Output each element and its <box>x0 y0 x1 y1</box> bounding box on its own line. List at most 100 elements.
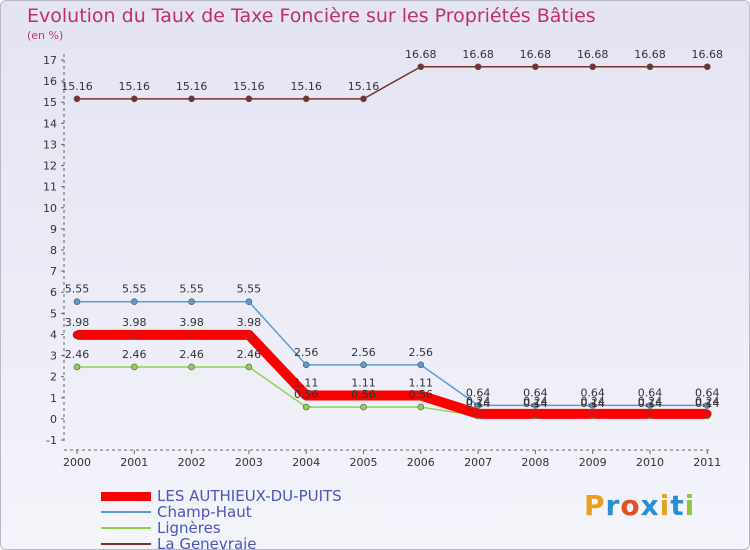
proxiti-logo: Proxiti <box>584 489 695 522</box>
data-label-2-2005: 0.56 <box>351 388 376 401</box>
data-point-0-2010 <box>645 409 655 419</box>
data-label-1-2008: 0.64 <box>523 386 548 399</box>
y-tick-label-4: 4 <box>50 328 57 341</box>
data-point-1-2011 <box>703 402 711 409</box>
data-label-1-2004: 2.56 <box>294 346 319 359</box>
x-tick-label-2011: 2011 <box>693 456 721 469</box>
data-label-0-2005: 1.11 <box>351 376 376 389</box>
data-point-3-2000 <box>73 95 81 103</box>
x-tick-label-2006: 2006 <box>407 456 435 469</box>
y-axis-unit-label: (en %) <box>27 29 64 42</box>
data-label-1-2003: 5.55 <box>237 283 262 296</box>
logo-letter: i <box>684 489 696 522</box>
data-label-3-2008: 16.68 <box>520 48 552 61</box>
data-label-1-2001: 5.55 <box>122 283 147 296</box>
data-point-1-2002 <box>188 298 195 306</box>
legend-item: La Genevraie <box>101 535 342 550</box>
data-point-1-2007 <box>474 402 482 409</box>
y-tick-label-5: 5 <box>50 307 57 320</box>
data-label-1-2009: 0.64 <box>580 386 605 399</box>
y-tick-label-0: 0 <box>50 413 57 426</box>
data-label-3-2007: 16.68 <box>462 48 494 61</box>
data-label-3-2010: 16.68 <box>634 48 666 61</box>
data-label-0-2000: 3.98 <box>65 316 90 329</box>
y-tick-label-6: 6 <box>50 286 57 299</box>
chart-title: Evolution du Taux de Taxe Foncière sur l… <box>27 5 596 27</box>
data-point-1-2008 <box>532 402 539 409</box>
data-label-2-2003: 2.46 <box>237 348 262 361</box>
data-point-0-2003 <box>244 330 254 340</box>
data-label-0-2001: 3.98 <box>122 316 147 329</box>
y-tick-label-15: 15 <box>43 96 57 109</box>
y-tick-label-10: 10 <box>43 202 57 215</box>
data-label-0-2003: 3.98 <box>237 316 262 329</box>
data-point-1-2009 <box>589 402 597 409</box>
logo-letter: P <box>584 489 606 522</box>
y-tick-label-9: 9 <box>50 223 57 236</box>
data-label-3-2011: 16.68 <box>692 48 724 61</box>
legend-label: LES AUTHIEUX-DU-PUITS <box>157 487 342 505</box>
data-point-0-2000 <box>72 330 82 340</box>
x-tick-label-2007: 2007 <box>464 456 492 469</box>
data-point-3-2008 <box>532 63 539 71</box>
data-point-1-2010 <box>646 402 654 409</box>
legend-label: La Genevraie <box>157 535 257 550</box>
data-label-1-2006: 2.56 <box>409 346 434 359</box>
data-point-0-2004 <box>301 391 311 400</box>
data-point-2-2001 <box>131 363 138 371</box>
data-point-1-2000 <box>73 298 81 306</box>
y-tick-label-13: 13 <box>43 138 57 151</box>
data-label-1-2005: 2.56 <box>351 346 376 359</box>
data-label-2-2002: 2.46 <box>179 348 204 361</box>
data-point-1-2001 <box>131 298 138 306</box>
data-point-2-2006 <box>417 403 425 411</box>
legend-swatch <box>101 527 151 529</box>
data-label-2-2008: 0.14 <box>523 397 548 410</box>
data-label-0-2002: 3.98 <box>179 316 204 329</box>
y-tick-label-14: 14 <box>43 117 57 130</box>
data-label-3-2004: 15.16 <box>290 80 322 93</box>
data-label-2-2004: 0.56 <box>294 388 319 401</box>
data-label-1-2002: 5.55 <box>179 283 204 296</box>
legend-item: Lignères <box>101 520 342 536</box>
legend-swatch <box>101 543 151 545</box>
legend-label: Lignères <box>157 519 221 537</box>
data-label-2-2001: 2.46 <box>122 348 147 361</box>
data-point-3-2003 <box>245 95 253 103</box>
data-point-3-2002 <box>188 95 195 103</box>
data-point-0-2011 <box>702 409 712 419</box>
data-point-0-2005 <box>359 391 368 400</box>
data-label-0-2007: 0.24 <box>466 395 491 408</box>
legend-label: Champ-Haut <box>157 503 252 521</box>
y-tick-label-12: 12 <box>43 160 57 173</box>
y-tick-label--1: -1 <box>46 434 57 447</box>
data-point-3-2001 <box>131 95 138 103</box>
logo-letter: i <box>659 489 671 522</box>
series-line-3 <box>77 66 708 100</box>
data-point-1-2005 <box>360 361 367 369</box>
data-point-3-2009 <box>589 63 597 71</box>
y-tick-label-11: 11 <box>43 181 57 194</box>
data-point-1-2003 <box>245 298 253 306</box>
x-tick-label-2000: 2000 <box>63 456 91 469</box>
chart-legend: LES AUTHIEUX-DU-PUITS Champ-Haut Lignères L… <box>101 487 342 550</box>
data-label-0-2004: 1.11 <box>294 376 319 389</box>
y-tick-label-1: 1 <box>50 392 57 405</box>
data-label-0-2006: 1.11 <box>409 376 434 389</box>
y-tick-label-16: 16 <box>43 75 57 88</box>
x-tick-label-2009: 2009 <box>579 456 607 469</box>
x-tick-label-2008: 2008 <box>521 456 549 469</box>
legend-swatch <box>101 511 151 513</box>
y-tick-label-8: 8 <box>50 244 57 257</box>
x-tick-label-2003: 2003 <box>235 456 263 469</box>
data-point-1-2004 <box>302 361 310 369</box>
x-tick-label-2001: 2001 <box>120 456 148 469</box>
data-label-3-2001: 15.16 <box>119 80 151 93</box>
data-label-2-2006: 0.56 <box>409 388 434 401</box>
data-label-3-2000: 15.16 <box>61 80 93 93</box>
x-tick-label-2004: 2004 <box>292 456 320 469</box>
logo-letter: r <box>605 489 621 522</box>
data-label-3-2005: 15.16 <box>348 80 380 93</box>
data-label-0-2009: 0.24 <box>580 395 605 408</box>
